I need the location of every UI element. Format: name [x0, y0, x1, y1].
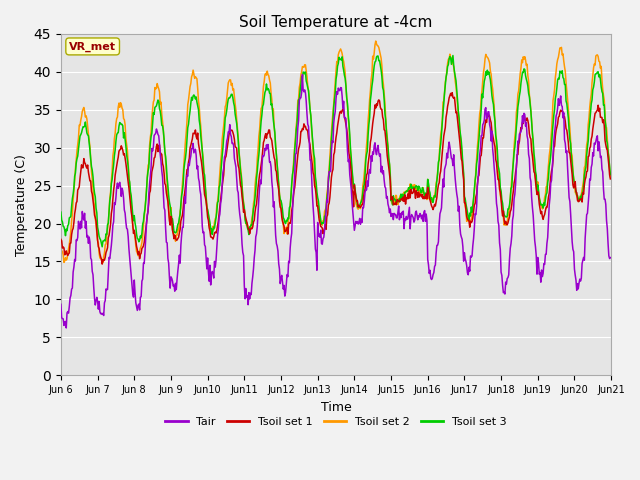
Text: VR_met: VR_met — [69, 41, 116, 51]
X-axis label: Time: Time — [321, 400, 351, 413]
Y-axis label: Temperature (C): Temperature (C) — [15, 154, 28, 255]
Title: Soil Temperature at -4cm: Soil Temperature at -4cm — [239, 15, 433, 30]
Legend: Tair, Tsoil set 1, Tsoil set 2, Tsoil set 3: Tair, Tsoil set 1, Tsoil set 2, Tsoil se… — [161, 412, 511, 431]
